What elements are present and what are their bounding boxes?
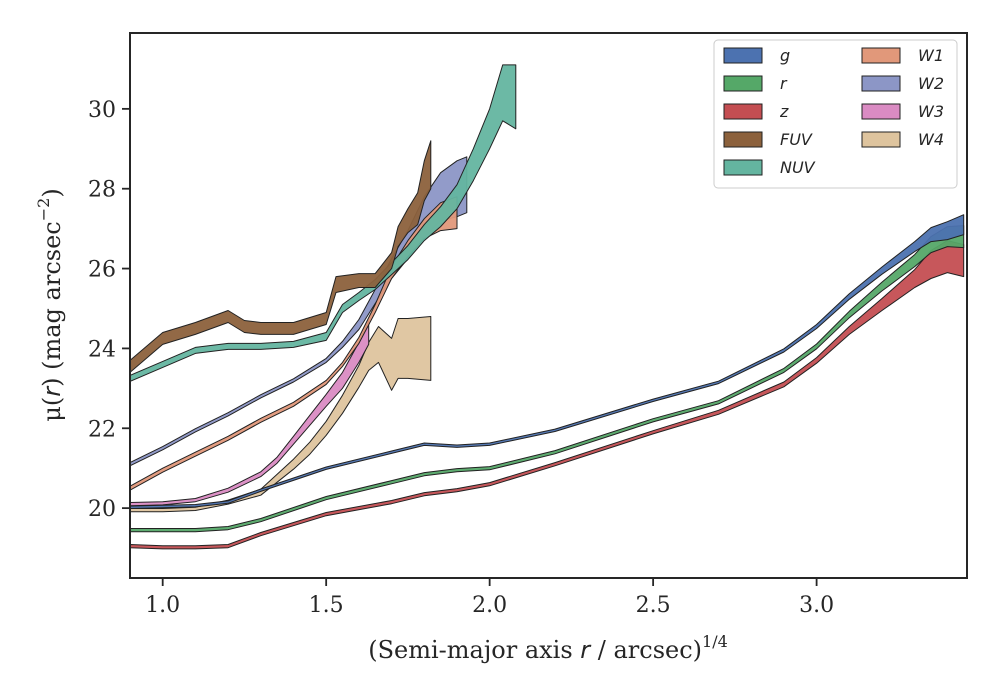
y-axis-label-mid: ) (mag arcsec [38, 221, 66, 387]
x-axis-label: (Semi-major axis r / arcsec)1/4 [368, 632, 728, 664]
x-axis-label-sup: 1/4 [702, 632, 728, 651]
legend-swatch-fuv [723, 131, 763, 148]
legend-label-w1: W1 [918, 46, 944, 65]
legend-label-w2: W2 [918, 74, 944, 93]
plot-frame [129, 32, 968, 579]
x-tick-label: 3.0 [799, 593, 834, 618]
y-axis-label-sup: −2 [34, 198, 53, 222]
x-tick-label: 1.0 [145, 593, 180, 618]
legend-label-fuv: FUV [780, 130, 813, 149]
legend-label-g: g [780, 46, 790, 65]
y-axis-label: μ(r) (mag arcsec−2) [34, 188, 66, 421]
y-tick-label: 26 [88, 258, 116, 283]
legend-swatch-g [723, 47, 763, 64]
legend: grz FUV NUV W1 W2 W3 W4 [713, 39, 958, 189]
legend-swatch-z [723, 103, 763, 120]
y-axis-label-var: r [38, 385, 66, 397]
y-tick-label: 24 [88, 337, 116, 362]
y-tick-label: 22 [88, 417, 116, 442]
series-band-nuv [130, 64, 517, 382]
series-layer [130, 64, 965, 550]
series-band-w4 [130, 316, 432, 513]
legend-label-z: z [779, 102, 789, 121]
x-axis-label-mid: / arcsec) [590, 636, 702, 664]
ticks-layer: 1.0 1.5 2.0 2.5 3.0 20 22 24 26 28 30 [88, 98, 834, 618]
y-tick-label: 30 [88, 98, 116, 123]
y-tick-label: 20 [88, 497, 116, 522]
legend-swatch-nuv [723, 159, 763, 176]
series-band-w2 [130, 156, 468, 467]
legend-swatch-w3 [861, 103, 901, 120]
legend-label-nuv: NUV [780, 158, 816, 177]
legend-swatch-w2 [861, 75, 901, 92]
y-tick-label: 28 [88, 178, 116, 203]
y-axis-label-prefix: μ( [38, 397, 66, 422]
legend-label-r: r [780, 74, 788, 93]
x-tick-label: 2.0 [472, 593, 507, 618]
x-tick-label: 2.5 [636, 593, 671, 618]
x-tick-label: 1.5 [309, 593, 344, 618]
legend-swatch-r [723, 75, 763, 92]
y-axis-label-suffix: ) [38, 188, 66, 197]
legend-swatch-w1 [861, 47, 901, 64]
legend-label-w3: W3 [918, 102, 944, 121]
x-axis-label-var: r [580, 636, 592, 664]
legend-label-w4: W4 [918, 130, 944, 149]
series-band-fuv [130, 140, 432, 373]
legend-swatch-w4 [861, 131, 901, 148]
series-band-g [130, 214, 965, 509]
x-axis-label-prefix: (Semi-major axis [368, 636, 580, 664]
